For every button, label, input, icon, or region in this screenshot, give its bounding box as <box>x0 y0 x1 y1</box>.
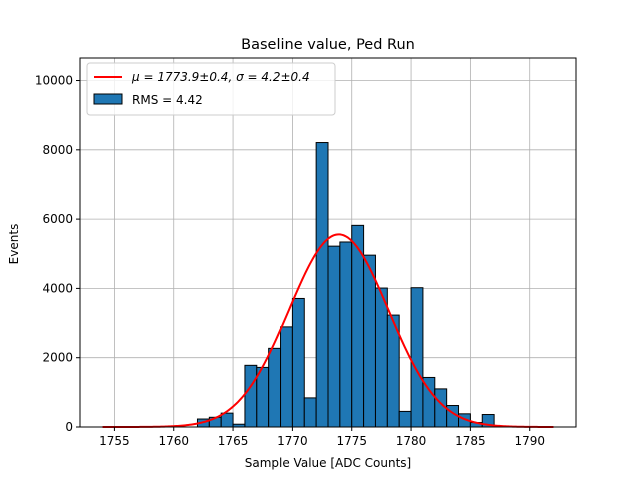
x-tick-label: 1780 <box>396 434 427 448</box>
histogram-bar <box>220 412 234 428</box>
histogram-bar <box>244 364 258 428</box>
histogram-bar <box>363 254 376 428</box>
legend-histogram-label: RMS = 4.42 <box>132 93 203 107</box>
x-axis-label: Sample Value [ADC Counts] <box>245 456 411 470</box>
legend: μ = 1773.9±0.4, σ = 4.2±0.4 RMS = 4.42 <box>86 62 336 116</box>
legend-fit-label: μ = 1773.9±0.4, σ = 4.2±0.4 <box>131 70 310 84</box>
x-tick-label: 1770 <box>277 434 308 448</box>
histogram-bar <box>398 410 412 428</box>
histogram-bar <box>280 326 293 428</box>
histogram-bar <box>327 245 341 428</box>
histogram-bar <box>339 241 353 428</box>
histogram-bar <box>374 287 388 428</box>
histogram-bars <box>196 142 495 428</box>
y-tick-label: 2000 <box>42 351 73 365</box>
histogram-bar <box>256 366 270 428</box>
fit-curve <box>102 233 554 428</box>
axes-frame <box>79 57 577 428</box>
y-tick-label: 4000 <box>42 281 73 295</box>
chart-title: Baseline value, Ped Run <box>241 37 415 53</box>
histogram-bar <box>410 287 424 428</box>
x-tick-label: 1765 <box>218 434 249 448</box>
histogram-bar <box>303 397 317 428</box>
x-tick-label: 1785 <box>455 434 486 448</box>
histogram-bar <box>291 297 305 428</box>
legend-histogram-swatch <box>93 93 123 105</box>
y-tick-label: 6000 <box>42 212 73 226</box>
x-tick-label: 1755 <box>99 434 130 448</box>
y-axis-label: Events <box>7 224 21 265</box>
histogram-bar <box>268 347 282 428</box>
y-tick-label: 10000 <box>35 74 73 88</box>
x-axis-ticks: 1755 1760 1765 1770 1775 1780 1785 1790 <box>99 427 545 448</box>
x-tick-label: 1790 <box>514 434 545 448</box>
x-tick-label: 1760 <box>158 434 189 448</box>
x-tick-label: 1775 <box>336 434 367 448</box>
legend-box <box>86 62 336 116</box>
y-tick-label: 0 <box>65 420 73 434</box>
y-tick-label: 8000 <box>42 143 73 157</box>
y-axis-ticks: 0 2000 4000 6000 8000 10000 <box>35 74 80 434</box>
histogram-bar <box>315 142 329 428</box>
